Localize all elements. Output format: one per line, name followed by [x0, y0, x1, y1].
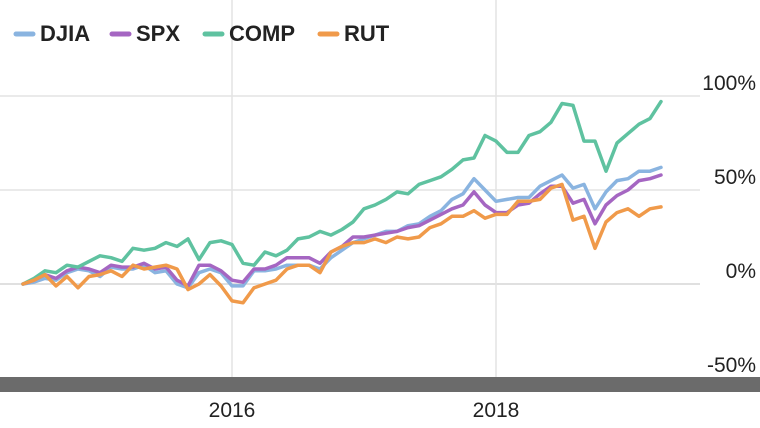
x-axis-ticks: 2016 2018 [209, 399, 520, 422]
x-tick-label: 2016 [209, 399, 256, 422]
x-axis-band [0, 377, 760, 392]
y-tick-label: 100% [702, 72, 756, 95]
legend: DJIA SPX COMP RUT [13, 21, 390, 46]
y-axis-ticks: 100% 50% 0% -50% [702, 72, 756, 377]
legend-label-spx: SPX [136, 21, 180, 46]
series-line-comp [21, 99, 663, 286]
series-line-rut [21, 182, 663, 305]
legend-label-djia: DJIA [40, 21, 90, 46]
legend-label-rut: RUT [344, 21, 390, 46]
legend-label-comp: COMP [229, 21, 295, 46]
series-lines [21, 99, 663, 305]
y-tick-label: 0% [726, 260, 756, 283]
y-tick-label: -50% [707, 354, 756, 377]
x-tick-label: 2018 [473, 399, 520, 422]
grid-lines [0, 0, 700, 379]
y-tick-label: 50% [714, 166, 756, 189]
